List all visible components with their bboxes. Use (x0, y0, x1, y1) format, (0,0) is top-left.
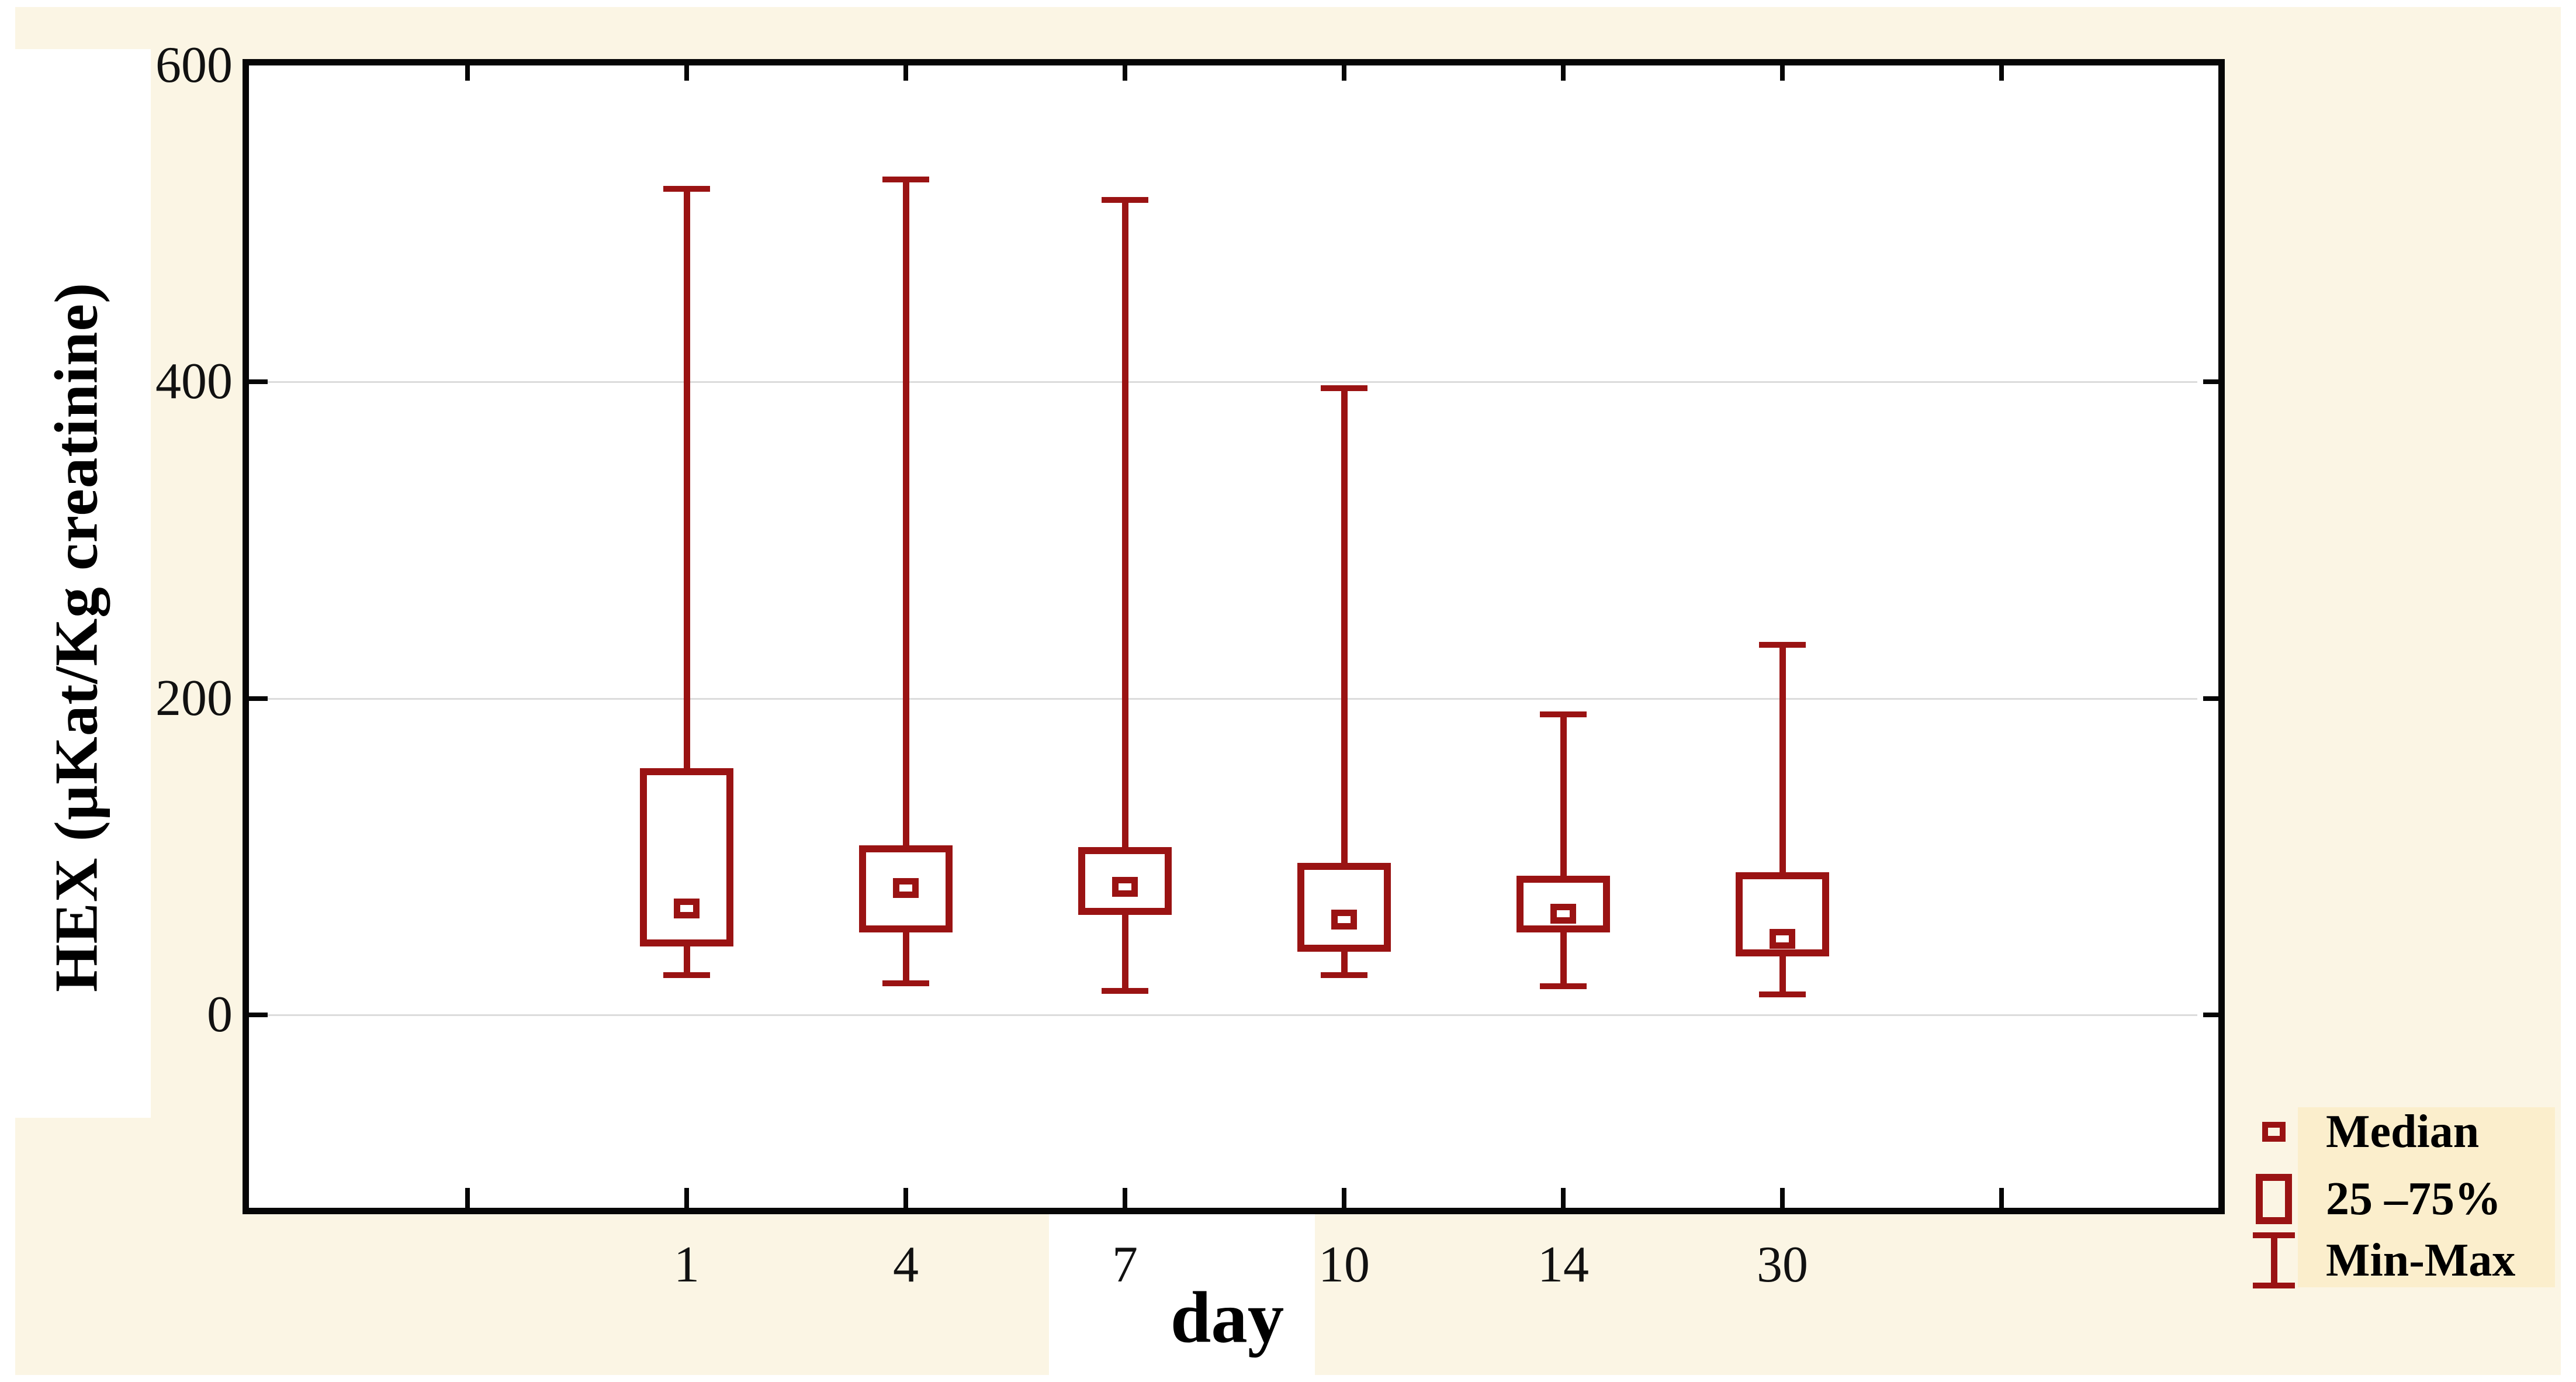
y-tick-left-400 (249, 379, 268, 385)
gridline-y-200 (251, 697, 2197, 700)
x-axis-title: day (1170, 1277, 1284, 1359)
y-title-backdrop (0, 49, 151, 1118)
min-cap-day-30 (1759, 991, 1806, 997)
legend-label-1: Median (2326, 1106, 2480, 1158)
y-tick-right-200 (2203, 696, 2218, 701)
lower-whisker-day-1 (684, 946, 690, 976)
gridline-y-400 (251, 381, 2197, 383)
median-marker-day-10 (1331, 910, 1357, 930)
plot-frame (243, 59, 2225, 1214)
min-cap-day-14 (1540, 983, 1587, 990)
x-tick-top-7 (1999, 65, 2004, 81)
median-marker-day-7 (1112, 876, 1138, 897)
median-marker-day-30 (1770, 928, 1795, 949)
upper-whisker-day-10 (1341, 388, 1348, 863)
gridline-y-0 (251, 1014, 2197, 1016)
median-marker-day-4 (893, 878, 919, 899)
max-cap-day-10 (1321, 385, 1367, 392)
median-marker-day-1 (674, 899, 700, 919)
y-tick-label-400: 400 (155, 353, 233, 410)
x-tick-bottom-1 (684, 1188, 689, 1208)
x-tick-top-0 (465, 65, 470, 81)
upper-whisker-day-14 (1560, 714, 1567, 876)
legend-label-2: 25 –75% (2326, 1173, 2501, 1225)
y-tick-label-600: 600 (155, 37, 233, 94)
x-tick-top-1 (684, 65, 689, 81)
upper-whisker-day-30 (1779, 644, 1786, 873)
minmax-top-cap (2253, 1232, 2295, 1238)
upper-whisker-day-4 (903, 179, 909, 846)
max-cap-day-14 (1540, 711, 1587, 717)
minmax-whisker-icon (2253, 1232, 2295, 1288)
lower-whisker-day-30 (1779, 956, 1786, 994)
min-cap-day-4 (882, 980, 929, 986)
x-tick-label-4: 4 (893, 1236, 919, 1293)
x-tick-label-7: 7 (1112, 1236, 1138, 1293)
iqr-box-day-1 (640, 768, 733, 947)
minmax-bottom-cap (2253, 1283, 2295, 1288)
lower-whisker-day-14 (1560, 932, 1567, 987)
x-tick-bottom-4 (1342, 1188, 1346, 1208)
x-tick-top-2 (903, 65, 908, 81)
y-tick-left-0 (249, 1012, 268, 1017)
max-cap-day-4 (882, 176, 929, 182)
legend-label-3: Min-Max (2326, 1235, 2516, 1286)
min-cap-day-1 (663, 972, 710, 979)
x-tick-label-30: 30 (1757, 1236, 1808, 1293)
x-title-backdrop (1049, 1193, 1315, 1382)
y-tick-label-0: 0 (207, 986, 233, 1043)
x-tick-bottom-5 (1561, 1188, 1566, 1208)
max-cap-day-7 (1102, 197, 1148, 203)
lower-whisker-day-7 (1122, 915, 1128, 991)
iqr-box-day-10 (1297, 863, 1391, 952)
max-cap-day-1 (663, 186, 710, 192)
x-tick-top-6 (1780, 65, 1785, 81)
x-tick-top-4 (1342, 65, 1346, 81)
median-marker-day-14 (1550, 903, 1576, 924)
x-tick-bottom-6 (1780, 1188, 1785, 1208)
max-cap-day-30 (1759, 641, 1806, 648)
plot-area (249, 65, 2218, 1208)
x-tick-top-3 (1123, 65, 1127, 81)
lower-whisker-day-4 (903, 932, 909, 983)
x-tick-bottom-7 (1999, 1188, 2004, 1208)
y-tick-right-400 (2203, 379, 2218, 385)
x-tick-bottom-0 (465, 1188, 470, 1208)
x-tick-bottom-3 (1123, 1188, 1127, 1208)
x-tick-label-14: 14 (1538, 1236, 1589, 1293)
y-tick-right-0 (2203, 1012, 2218, 1017)
y-tick-left-200 (249, 696, 268, 701)
median-marker-icon (2262, 1122, 2286, 1142)
upper-whisker-day-7 (1122, 200, 1128, 847)
iqr-box-icon (2256, 1174, 2292, 1224)
legend-box (2298, 1107, 2555, 1287)
y-tick-label-200: 200 (155, 669, 233, 727)
minmax-line (2271, 1232, 2277, 1288)
x-tick-label-10: 10 (1318, 1236, 1370, 1293)
x-tick-bottom-2 (903, 1188, 908, 1208)
x-tick-top-5 (1561, 65, 1566, 81)
min-cap-day-7 (1102, 988, 1148, 994)
x-tick-label-1: 1 (674, 1236, 700, 1293)
min-cap-day-10 (1321, 972, 1367, 979)
upper-whisker-day-1 (684, 189, 690, 768)
lower-whisker-day-10 (1341, 951, 1348, 976)
